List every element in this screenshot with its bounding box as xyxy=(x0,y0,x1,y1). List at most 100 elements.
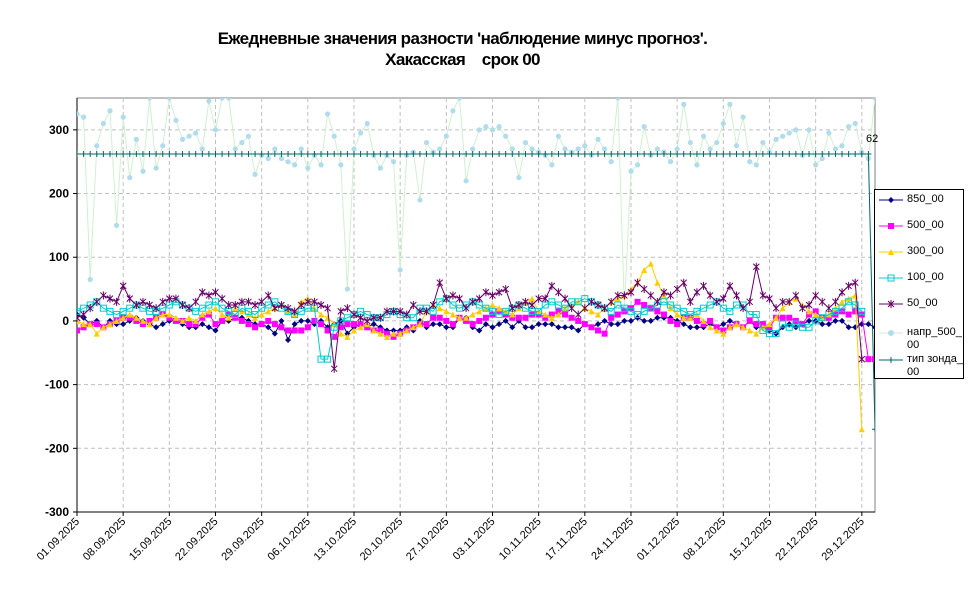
legend-swatch xyxy=(879,330,903,336)
data-point xyxy=(562,311,569,318)
legend-swatch xyxy=(879,249,903,255)
data-point xyxy=(390,307,397,316)
data-point xyxy=(483,124,489,130)
data-point xyxy=(363,316,371,325)
data-point xyxy=(350,321,357,328)
data-point xyxy=(865,151,872,158)
data-point xyxy=(324,355,332,363)
data-point xyxy=(482,151,489,158)
data-point xyxy=(252,171,258,178)
data-point xyxy=(449,311,456,318)
data-point xyxy=(489,127,496,133)
data-point xyxy=(325,111,331,117)
data-point xyxy=(265,324,272,331)
data-point xyxy=(620,304,628,312)
data-point xyxy=(780,133,786,139)
data-point xyxy=(627,151,634,158)
data-point xyxy=(331,333,338,340)
x-tick-label: 15.12.2025 xyxy=(727,516,774,563)
data-point xyxy=(535,294,543,303)
data-point xyxy=(693,317,700,324)
data-point xyxy=(888,357,894,363)
data-point xyxy=(548,151,555,158)
data-point xyxy=(608,159,614,165)
data-point xyxy=(469,311,476,318)
data-point xyxy=(614,151,621,158)
data-point xyxy=(812,291,819,300)
data-point xyxy=(542,314,549,321)
data-point xyxy=(271,330,278,337)
series-300_00 xyxy=(77,260,865,433)
data-point xyxy=(93,330,100,337)
data-point xyxy=(133,314,140,321)
data-point xyxy=(146,321,153,328)
data-point xyxy=(264,301,272,309)
data-point xyxy=(482,314,489,321)
data-point xyxy=(390,330,397,337)
data-point xyxy=(660,288,668,297)
data-point xyxy=(120,314,127,321)
data-point xyxy=(799,151,806,158)
data-point xyxy=(747,159,753,165)
data-point xyxy=(667,301,675,309)
data-point xyxy=(231,311,239,319)
x-tick-label: 10.11.2025 xyxy=(497,516,544,563)
data-point xyxy=(888,330,894,336)
data-point xyxy=(561,294,569,303)
data-point xyxy=(160,143,166,149)
data-point xyxy=(106,321,113,328)
data-point xyxy=(87,321,94,328)
data-point xyxy=(205,301,213,309)
data-point xyxy=(211,298,219,306)
data-point xyxy=(238,297,246,306)
data-point xyxy=(509,324,516,331)
data-point xyxy=(205,311,212,318)
data-point xyxy=(258,311,265,318)
data-point xyxy=(640,285,648,294)
data-point xyxy=(489,291,496,300)
data-point xyxy=(555,288,562,297)
data-point xyxy=(641,151,648,158)
data-point xyxy=(641,317,648,324)
data-point xyxy=(792,291,800,300)
series-50_00 xyxy=(77,262,866,373)
data-point xyxy=(700,321,707,328)
data-point xyxy=(812,317,820,325)
data-point xyxy=(660,311,667,318)
data-point xyxy=(469,297,477,306)
data-point xyxy=(818,314,826,322)
data-point xyxy=(667,151,674,158)
data-point xyxy=(509,314,516,321)
data-point xyxy=(436,321,443,328)
data-point xyxy=(713,324,720,331)
data-point xyxy=(272,146,278,152)
data-point xyxy=(535,151,542,158)
data-point xyxy=(364,324,371,331)
data-point xyxy=(832,317,839,324)
data-point xyxy=(489,324,496,331)
data-point xyxy=(409,301,417,309)
x-tick-label: 17.11.2025 xyxy=(543,516,590,563)
data-point xyxy=(693,307,701,315)
data-point xyxy=(344,333,351,340)
data-point xyxy=(318,151,325,158)
legend-label: 500_00 xyxy=(907,219,944,231)
data-point xyxy=(700,317,707,324)
data-point xyxy=(628,168,634,174)
data-point xyxy=(627,307,635,315)
data-point xyxy=(528,301,536,309)
data-point xyxy=(752,262,760,271)
data-point xyxy=(654,314,661,321)
data-point xyxy=(192,151,199,158)
data-point xyxy=(397,330,404,337)
data-point xyxy=(264,291,272,300)
y-tick-label: -300 xyxy=(45,505,69,519)
data-point xyxy=(713,297,721,306)
legend-label: 300_00 xyxy=(907,245,944,257)
data-point xyxy=(205,324,212,331)
data-point xyxy=(482,304,490,312)
data-point xyxy=(449,291,457,300)
annotation-label: 62 xyxy=(866,133,878,145)
data-point xyxy=(627,317,634,324)
data-point xyxy=(595,311,602,318)
